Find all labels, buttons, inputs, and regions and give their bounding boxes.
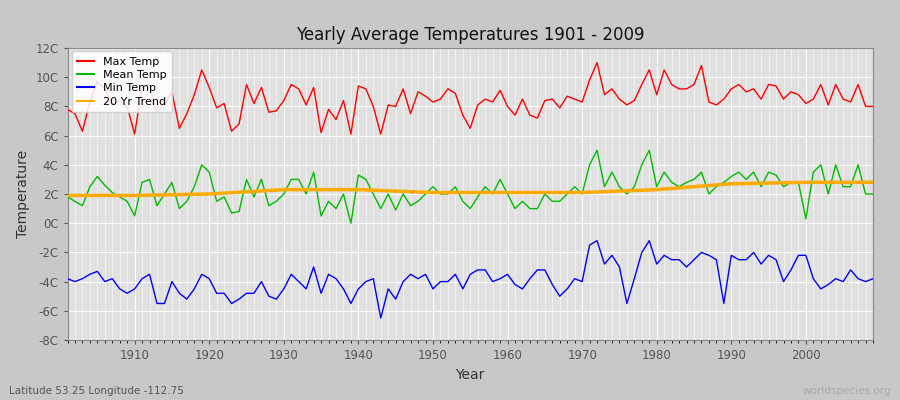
X-axis label: Year: Year (455, 368, 485, 382)
Legend: Max Temp, Mean Temp, Min Temp, 20 Yr Trend: Max Temp, Mean Temp, Min Temp, 20 Yr Tre… (71, 51, 172, 112)
Text: Latitude 53.25 Longitude -112.75: Latitude 53.25 Longitude -112.75 (9, 386, 184, 396)
Text: worldspecies.org: worldspecies.org (803, 386, 891, 396)
Y-axis label: Temperature: Temperature (15, 150, 30, 238)
Title: Yearly Average Temperatures 1901 - 2009: Yearly Average Temperatures 1901 - 2009 (296, 26, 644, 44)
